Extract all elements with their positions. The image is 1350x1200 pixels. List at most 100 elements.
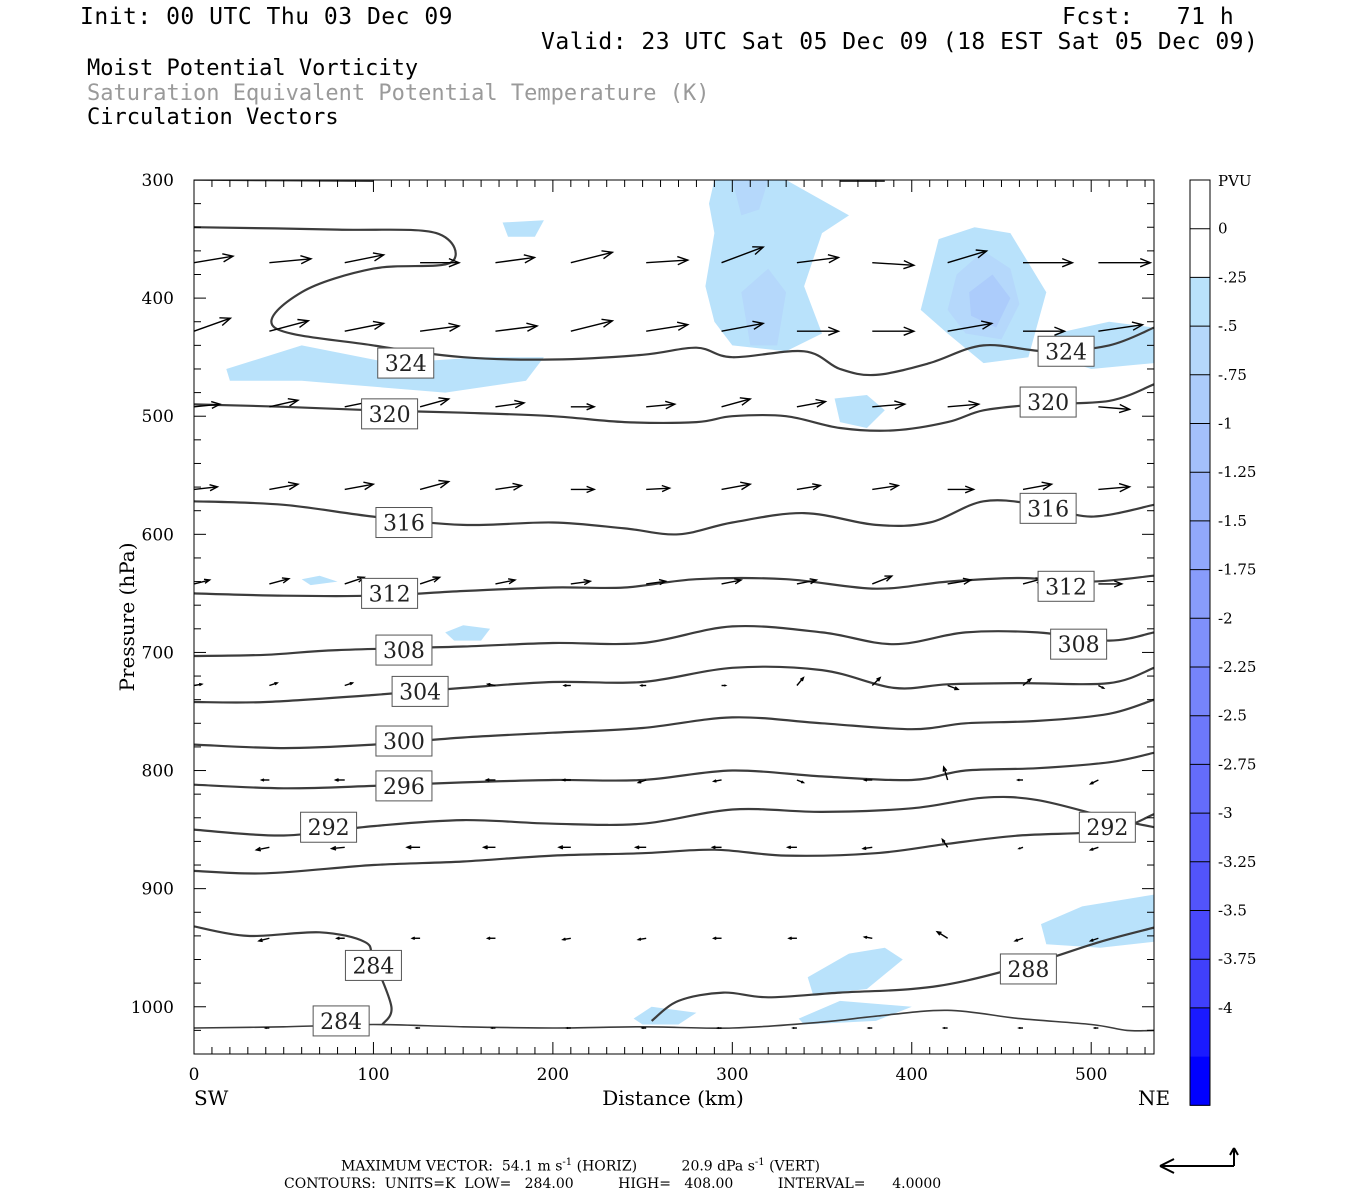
colorbar-swatch — [1190, 667, 1210, 717]
circulation-vector — [333, 778, 345, 782]
colorbar-tick-label: -3 — [1218, 804, 1233, 822]
colorbar-swatch — [1190, 326, 1210, 376]
reference-vector — [1159, 1147, 1239, 1174]
contour-label: 300 — [383, 730, 425, 755]
circulation-vector — [947, 684, 960, 691]
valid-time: Valid: 23 UTC Sat 05 Dec 09 (18 EST Sat … — [541, 29, 1259, 55]
circulation-vector — [871, 676, 882, 686]
circulation-vector — [1013, 937, 1024, 942]
circulation-vector — [872, 400, 907, 410]
circulation-vector — [872, 326, 916, 336]
x-axis-label: Distance (km) — [602, 1086, 744, 1110]
circulation-vector — [721, 684, 728, 687]
circulation-vector — [561, 778, 571, 782]
circulation-vector — [193, 682, 204, 687]
contour-label: 308 — [383, 639, 425, 664]
title-pv: Moist Potential Vorticity — [87, 56, 419, 81]
contour-label-box — [999, 953, 1057, 985]
circulation-vector — [254, 846, 270, 852]
contour-label: 320 — [369, 403, 411, 428]
pvu-colorbar: 0 -.25 -.5 -.75 -1 -1.25 -1.5 -1.75 -2 -2.25 -2.5 -… — [1189, 179, 1256, 1106]
circulation-vector — [193, 578, 212, 585]
theta-contour — [194, 574, 1154, 598]
circulation-vector — [796, 779, 806, 784]
circulation-vector — [495, 254, 537, 264]
circulation-vector — [1023, 326, 1067, 336]
forecast-hour: Fcst: 71 h — [1062, 4, 1235, 30]
circulation-vector — [796, 398, 828, 408]
circulation-vector — [335, 936, 345, 940]
circulation-vector — [570, 403, 597, 411]
circulation-vector — [947, 485, 976, 494]
circulation-vector — [269, 255, 313, 265]
theta-contour — [194, 795, 1154, 837]
pv-region — [969, 274, 1011, 328]
circulation-vector — [1098, 257, 1153, 268]
circulation-vector — [570, 250, 615, 264]
ne-label: NE — [1138, 1086, 1170, 1110]
contour-label-box — [1019, 492, 1077, 524]
circulation-vector — [1098, 321, 1145, 332]
circulation-vector — [344, 252, 386, 264]
theta-contour — [194, 665, 1154, 704]
circulation-vector — [263, 1026, 270, 1030]
contour-label-box — [1037, 335, 1095, 367]
circulation-vector — [344, 682, 355, 687]
circulation-vector — [796, 578, 819, 585]
contour-label-box — [312, 1005, 370, 1037]
circulation-vector — [866, 1026, 873, 1030]
circulation-vector — [484, 778, 496, 782]
colorbar-swatch — [1190, 813, 1210, 863]
circulation-vector — [561, 937, 571, 941]
y-axis-label: Pressure (hPa) — [115, 543, 139, 692]
circulation-vector — [259, 778, 270, 782]
contour-label: 284 — [320, 1010, 362, 1035]
circulation-vector — [1098, 403, 1132, 414]
title-theta: Saturation Equivalent Potential Temperat… — [87, 81, 710, 106]
circulation-vector — [414, 1026, 421, 1030]
contour-label: 288 — [1007, 958, 1049, 983]
colorbar-swatch — [1190, 764, 1210, 814]
contour-label: 320 — [1027, 391, 1069, 416]
circulation-vector — [646, 321, 690, 332]
contour-label-box — [1050, 628, 1108, 660]
circulation-vector — [570, 318, 615, 332]
circulation-vector — [1098, 580, 1124, 588]
theta-contour — [194, 383, 1154, 432]
x-tick-label: 300 — [716, 1065, 748, 1085]
contour-label: 316 — [383, 512, 425, 537]
circulation-vector — [344, 576, 366, 585]
circulation-vector — [947, 249, 989, 264]
contour-label-box — [375, 634, 433, 666]
circulation-vector — [872, 259, 916, 270]
axes: 0 100 200 300 400 500 300 400 500 600 700 800 900 100… — [131, 171, 1155, 1085]
circulation-vector — [711, 779, 722, 783]
circulation-vector — [1022, 481, 1054, 491]
colorbar-frame — [1189, 179, 1211, 1106]
circulation-vector — [481, 845, 496, 850]
contour-label-box — [391, 675, 449, 707]
pv-region — [807, 947, 903, 995]
circulation-vector — [1098, 684, 1106, 689]
pv-region — [741, 268, 787, 346]
circulation-vector — [495, 578, 517, 585]
colorbar-swatch — [1190, 472, 1210, 522]
circulation-vector — [419, 479, 451, 491]
circulation-vector — [495, 399, 526, 409]
pv-region — [445, 625, 491, 641]
y-tick-label: 500 — [142, 407, 174, 427]
circulation-vector — [941, 837, 949, 848]
contour-info: CONTOURS: UNITS=K LOW= 284.00 HIGH= 408.… — [284, 1176, 942, 1192]
circulation-vector — [941, 1026, 948, 1030]
contour-label-box — [375, 725, 433, 757]
circulation-vector — [1017, 846, 1024, 850]
colorbar-swatch — [1190, 180, 1210, 230]
colorbar-swatch — [1190, 1056, 1210, 1106]
contour-label: 284 — [352, 954, 394, 979]
circulation-vector — [633, 845, 647, 850]
contour-label: 312 — [369, 582, 411, 607]
colorbar-tick-label: -.75 — [1218, 366, 1247, 384]
circulation-vector — [796, 326, 841, 336]
circulation-vector — [420, 257, 461, 268]
circulation-vector — [485, 936, 496, 940]
